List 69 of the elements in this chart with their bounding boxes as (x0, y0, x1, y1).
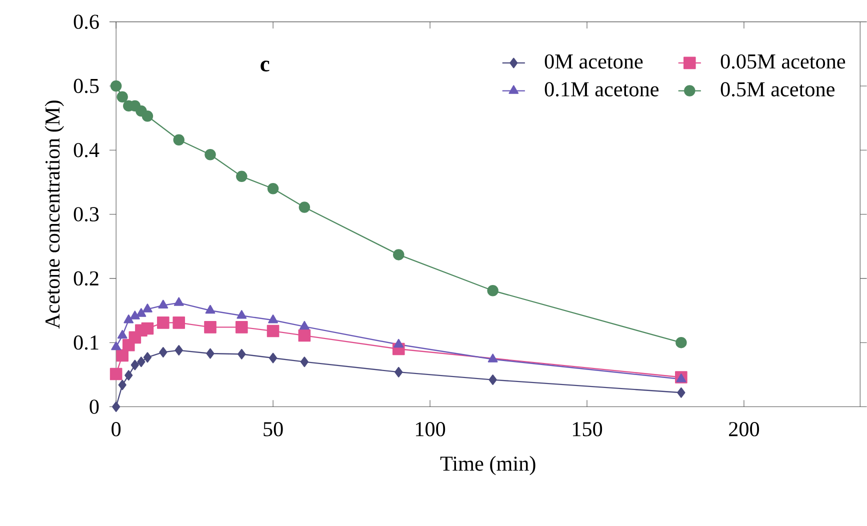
point (298, 329, 311, 342)
y-axis-title: Acetone concentration (M) (44, 100, 64, 329)
point (394, 366, 403, 378)
point (300, 356, 309, 368)
legend-label: 0.05M acetone (720, 54, 846, 69)
point (268, 314, 278, 324)
y-tick-label: 0 (90, 400, 99, 414)
point (110, 368, 122, 380)
y-tick-label: 0.5 (74, 78, 99, 94)
point (676, 337, 687, 348)
point (204, 321, 216, 334)
point (677, 388, 686, 398)
point (174, 297, 184, 306)
point (487, 285, 498, 296)
point (130, 310, 140, 320)
point (266, 324, 280, 338)
point (116, 349, 129, 362)
point (206, 348, 214, 359)
point (142, 304, 152, 312)
point (236, 170, 248, 182)
x-axis-title: Time (min) (440, 456, 536, 476)
point (676, 374, 686, 382)
point (393, 249, 404, 260)
point (111, 342, 122, 350)
point (124, 370, 133, 381)
point (124, 314, 134, 324)
point (117, 330, 128, 339)
point (174, 345, 183, 356)
point (236, 321, 248, 334)
x-tick-label: 150 (572, 422, 602, 436)
point (143, 352, 152, 363)
point (298, 202, 310, 213)
point (267, 183, 279, 194)
y-tick-label: 0.4 (74, 143, 100, 158)
point (136, 308, 146, 317)
point (394, 338, 404, 348)
x-tick-label: 200 (729, 422, 760, 436)
point (116, 91, 128, 103)
point (173, 134, 184, 146)
point (137, 356, 146, 368)
point (159, 347, 168, 358)
point (142, 110, 154, 122)
point (236, 310, 247, 319)
x-tick-label: 0 (112, 422, 121, 436)
y-tick-label: 0.6 (74, 14, 99, 30)
legend-label: 0M acetone (544, 54, 643, 69)
point (488, 374, 497, 386)
annotation: c (260, 60, 270, 72)
x-tick-label: 50 (264, 422, 283, 436)
point (268, 352, 278, 364)
point (112, 402, 120, 412)
y-tick-label: 0.1 (74, 336, 98, 350)
point (172, 316, 186, 329)
legend-label: 0.1M acetone (544, 82, 658, 97)
point (488, 354, 498, 362)
point (157, 316, 170, 329)
point (238, 349, 246, 360)
point (130, 360, 139, 370)
point (204, 149, 216, 160)
point (299, 321, 310, 330)
y-tick-label: 0.3 (74, 207, 99, 222)
point (118, 380, 126, 390)
point (205, 305, 216, 314)
point (110, 80, 122, 92)
point (158, 300, 168, 309)
legend-label: 0.5M acetone (720, 82, 834, 97)
point (141, 322, 154, 335)
x-tick-label: 100 (416, 422, 446, 436)
y-tick-label: 0.2 (74, 271, 98, 286)
